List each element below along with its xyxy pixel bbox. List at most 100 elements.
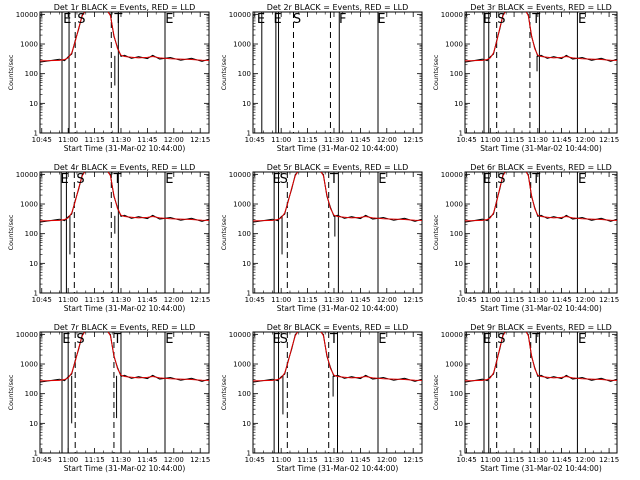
x-tick-label: 12:15: [599, 456, 619, 464]
x-tick-label: 12:00: [164, 136, 184, 144]
x-tick-label: 12:00: [575, 456, 595, 464]
x-axis-label: Start Time (31-Mar-02 10:44:00): [277, 144, 399, 153]
y-axis-label: Counts/sec: [7, 214, 15, 250]
y-axis-label: Counts/sec: [220, 374, 228, 410]
panel-1: Det 1r BLACK = Events, RED = LLD 1 10 100 10…: [7, 3, 210, 153]
x-tick-label: 12:00: [164, 296, 184, 304]
panel-title: Det 5r BLACK = Events, RED = LLD: [267, 163, 409, 172]
interval-marker: E: [483, 332, 491, 347]
x-tick-label: 11:15: [84, 456, 104, 464]
panel-title: Det 6r BLACK = Events, RED = LLD: [470, 163, 612, 172]
panel-7: Det 7r BLACK = Events, RED = LLD 1 10 100 10…: [7, 323, 210, 473]
x-axis-label: Start Time (31-Mar-02 10:44:00): [277, 464, 399, 473]
lld-series: [40, 332, 209, 382]
y-tick-label: 1: [34, 130, 38, 138]
interval-marker: T: [113, 12, 122, 27]
x-axis-label: Start Time (31-Mar-02 10:44:00): [277, 304, 399, 313]
x-tick-label: 11:00: [271, 456, 291, 464]
interval-marker: S: [497, 332, 505, 347]
interval-marker: S: [76, 332, 84, 347]
x-tick-label: 11:45: [350, 456, 370, 464]
interval-marker: S: [280, 332, 288, 347]
y-tick-label: 1000: [233, 201, 251, 209]
x-tick-label: 12:00: [575, 296, 595, 304]
y-tick-label: 1000: [20, 41, 38, 49]
y-tick-label: 1000: [20, 361, 38, 369]
x-axis-label: Start Time (31-Mar-02 10:44:00): [64, 464, 186, 473]
plot-frame: [464, 11, 618, 134]
y-tick-label: 1000: [445, 41, 463, 49]
y-tick-label: 1: [459, 450, 463, 458]
x-tick-label: 10:45: [245, 296, 265, 304]
panel-title: Det 8r BLACK = Events, RED = LLD: [267, 323, 409, 332]
y-tick-label: 10000: [229, 331, 251, 339]
x-tick-label: 11:15: [297, 296, 317, 304]
x-tick-label: 11:00: [480, 456, 500, 464]
x-tick-label: 12:00: [164, 456, 184, 464]
x-tick-label: 11:30: [528, 136, 548, 144]
y-tick-label: 10: [242, 100, 251, 108]
lld-series: [253, 172, 422, 222]
x-tick-label: 11:30: [324, 296, 344, 304]
y-tick-label: 1: [34, 290, 38, 298]
x-tick-label: 10:45: [32, 136, 52, 144]
y-tick-label: 1: [247, 290, 251, 298]
interval-marker: E: [61, 172, 69, 187]
x-tick-label: 11:45: [350, 296, 370, 304]
x-tick-label: 11:15: [504, 136, 524, 144]
y-tick-label: 10: [454, 100, 463, 108]
y-tick-label: 1: [459, 290, 463, 298]
x-axis-label: Start Time (31-Mar-02 10:44:00): [64, 304, 186, 313]
panel-title: Det 4r BLACK = Events, RED = LLD: [54, 163, 196, 172]
interval-marker: E: [165, 12, 173, 27]
x-tick-label: 12:00: [575, 136, 595, 144]
y-axis-label: Counts/sec: [432, 374, 440, 410]
x-tick-label: 10:45: [245, 136, 265, 144]
x-tick-label: 10:45: [32, 456, 52, 464]
interval-marker: E: [578, 332, 586, 347]
x-tick-label: 11:45: [137, 456, 157, 464]
y-tick-label: 100: [450, 230, 463, 238]
x-axis-label: Start Time (31-Mar-02 10:44:00): [480, 144, 602, 153]
interval-marker: T: [329, 332, 338, 347]
x-tick-label: 11:30: [528, 456, 548, 464]
interval-marker: E: [62, 332, 70, 347]
y-tick-label: 10000: [229, 171, 251, 179]
y-tick-label: 1000: [445, 201, 463, 209]
x-tick-label: 12:15: [190, 136, 210, 144]
x-axis-label: Start Time (31-Mar-02 10:44:00): [64, 144, 186, 153]
y-axis-label: Counts/sec: [220, 54, 228, 90]
x-tick-label: 12:15: [190, 296, 210, 304]
x-tick-label: 11:00: [271, 136, 291, 144]
x-tick-label: 12:00: [377, 296, 397, 304]
panel-title: Det 3r BLACK = Events, RED = LLD: [470, 3, 612, 12]
y-tick-label: 10000: [441, 331, 463, 339]
x-tick-label: 12:15: [190, 456, 210, 464]
y-tick-label: 100: [238, 390, 251, 398]
interval-marker: E: [378, 172, 386, 187]
x-tick-label: 10:45: [456, 296, 476, 304]
x-tick-label: 11:45: [350, 136, 370, 144]
panel-2: Det 2r BLACK = Events, RED = LLD 1 10 100 10…: [220, 3, 423, 153]
interval-marker: E: [273, 172, 281, 187]
x-tick-label: 11:45: [551, 456, 571, 464]
panel-title: Det 9r BLACK = Events, RED = LLD: [470, 323, 612, 332]
x-tick-label: 11:15: [297, 456, 317, 464]
y-tick-label: 100: [25, 70, 38, 78]
y-tick-label: 100: [450, 390, 463, 398]
y-tick-label: 1000: [233, 41, 251, 49]
interval-marker: E: [377, 12, 385, 27]
x-tick-label: 12:15: [599, 296, 619, 304]
x-tick-label: 11:00: [58, 456, 78, 464]
x-tick-label: 11:00: [480, 136, 500, 144]
interval-marker: E: [165, 172, 173, 187]
x-tick-label: 12:15: [403, 296, 423, 304]
y-tick-label: 10000: [16, 171, 38, 179]
